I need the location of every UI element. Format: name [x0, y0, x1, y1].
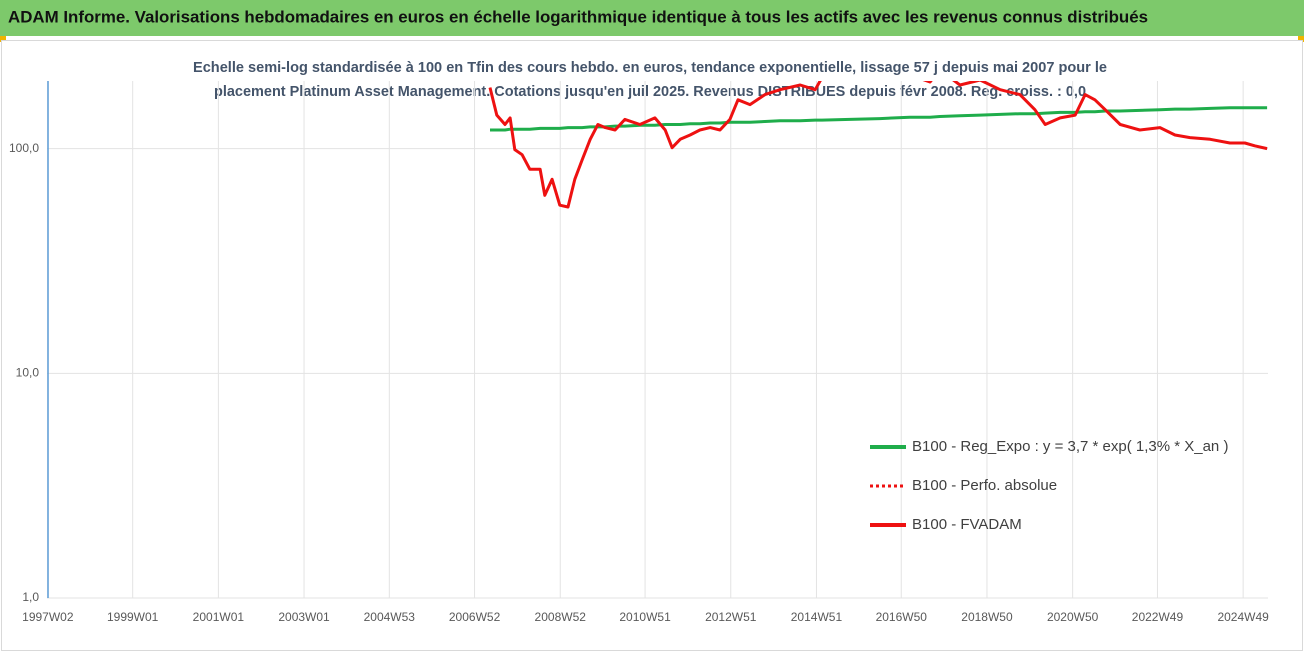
x-tick-label: 2020W50 [1047, 610, 1099, 624]
x-tick-label: 2008W52 [535, 610, 587, 624]
y-tick-label: 10,0 [16, 365, 40, 379]
x-tick-label: 2004W53 [364, 610, 416, 624]
x-tick-label: 2001W01 [193, 610, 245, 624]
x-tick-label: 1999W01 [107, 610, 159, 624]
legend-label: B100 - FVADAM [912, 516, 1022, 533]
series-line [490, 106, 1268, 132]
x-tick-label: 2012W51 [705, 610, 757, 624]
x-tick-label: 1997W02 [22, 610, 74, 624]
grid [47, 81, 1268, 599]
x-tick-label: 2018W50 [961, 610, 1013, 624]
corner [1298, 36, 1304, 42]
chart-subtitle: placement Platinum Asset Management. Cot… [214, 83, 1086, 100]
legend-label: B100 - Perfo. absolue [912, 477, 1057, 494]
title-bar [0, 0, 1304, 36]
x-tick-label: 2022W49 [1132, 610, 1184, 624]
x-tick-label: 2006W52 [449, 610, 501, 624]
series-line [488, 81, 1268, 209]
y-tick-label: 1,0 [22, 590, 39, 604]
x-tick-label: 2016W50 [876, 610, 928, 624]
chart-title: ADAM Informe. Valorisations hebdomadaire… [8, 7, 1148, 26]
chart-subtitle: Echelle semi-log standardisée à 100 en T… [193, 59, 1107, 76]
labels: 1997W02 1999W01 2001W01 2003W01 2004W53 2006W… [9, 141, 1269, 624]
x-tick-label: 2024W49 [1217, 610, 1269, 624]
legend-label: B100 - Reg_Expo : y = 3,7 * exp( 1,3% * … [912, 438, 1228, 455]
y-tick-label: 100,0 [9, 141, 39, 155]
corner [0, 36, 6, 42]
x-tick-label: 2014W51 [791, 610, 843, 624]
plot-lines [488, 81, 1268, 209]
x-tick-label: 2003W01 [278, 610, 330, 624]
chart-panel [1, 40, 1303, 651]
x-tick-label: 2010W51 [619, 610, 671, 624]
